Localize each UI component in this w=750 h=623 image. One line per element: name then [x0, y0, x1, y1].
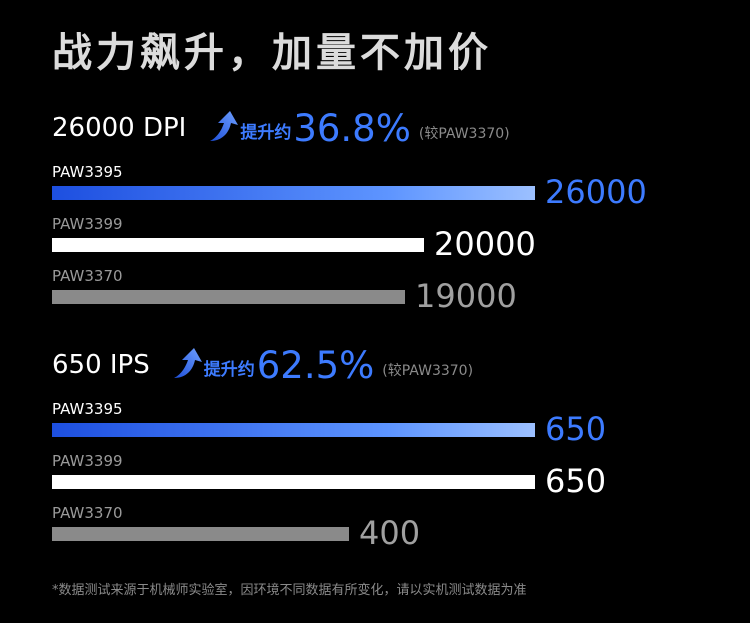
metric-label: 26000 DPI [52, 113, 187, 143]
bar-value-label: 26000 [545, 173, 647, 211]
bar [52, 423, 535, 437]
improve-label: 提升约 [240, 122, 292, 143]
bar-value-label: 650 [545, 462, 607, 500]
page-title: 战力飙升，加量不加价 [52, 30, 492, 76]
ips-section-header: 650 IPS 提升约 62.5% (较PAW3370) [52, 343, 474, 387]
bar-value-label: 650 [545, 410, 607, 448]
bar-value-label: 20000 [434, 225, 536, 263]
bar [52, 290, 405, 304]
improve-percent: 62.5% [256, 343, 375, 387]
compare-note: (较PAW3370) [418, 126, 510, 142]
bar-category-label: PAW3370 [52, 267, 123, 285]
bar [52, 475, 535, 489]
bar [52, 527, 349, 541]
arrow-up-icon [210, 111, 239, 141]
bar-category-label: PAW3395 [52, 163, 123, 181]
dpi-section-header: 26000 DPI 提升约 36.8% (较PAW3370) [52, 106, 510, 150]
bar [52, 186, 535, 200]
improve-label: 提升约 [203, 359, 255, 380]
bar [52, 238, 424, 252]
improve-percent: 36.8% [293, 106, 411, 150]
bar-category-label: PAW3370 [52, 504, 123, 522]
compare-note: (较PAW3370) [382, 363, 474, 379]
footnote: *数据测试来源于机械师实验室，因环境不同数据有所变化，请以实机测试数据为准 [52, 583, 527, 598]
bar-category-label: PAW3399 [52, 215, 123, 233]
bar-category-label: PAW3395 [52, 400, 123, 418]
bar-value-label: 19000 [415, 277, 517, 315]
bar-category-label: PAW3399 [52, 452, 123, 470]
arrow-up-icon [173, 348, 202, 378]
metric-label: 650 IPS [52, 350, 150, 380]
bar-value-label: 400 [359, 514, 421, 552]
